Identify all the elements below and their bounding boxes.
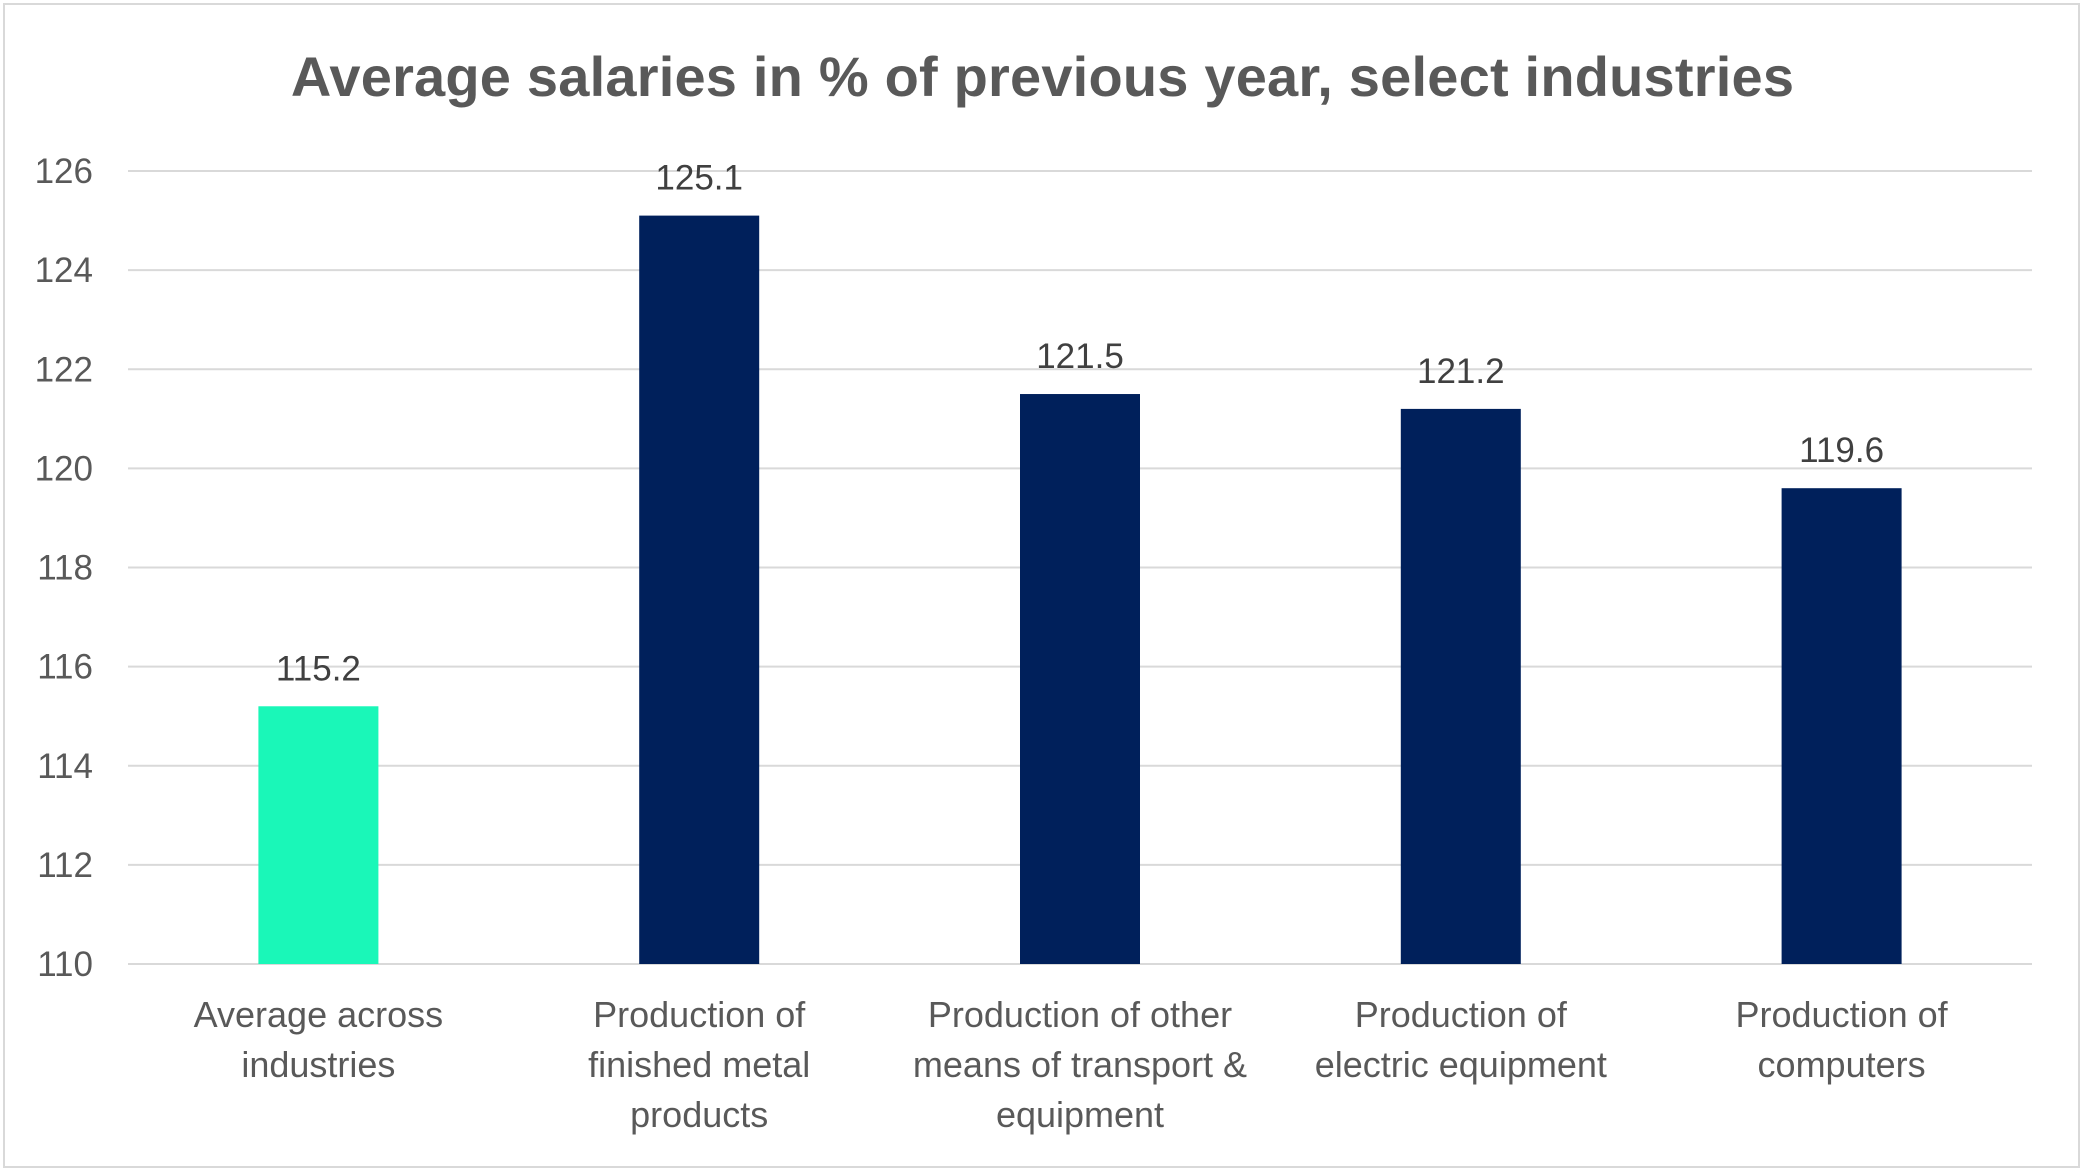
y-tick-label: 124: [35, 251, 93, 290]
data-label: 119.6: [1799, 431, 1884, 470]
y-tick-label: 110: [37, 945, 93, 984]
category-label: Production of finished metal products: [588, 994, 810, 1135]
y-tick-label: 118: [37, 549, 93, 588]
bar: [1400, 408, 1521, 964]
y-tick-label: 114: [37, 747, 93, 786]
y-tick-label: 112: [37, 846, 93, 885]
bar: [639, 215, 760, 964]
bar: [1781, 488, 1902, 964]
data-label: 121.5: [1036, 337, 1124, 376]
y-tick-label: 116: [37, 648, 93, 687]
category-label: Production of other means of transport & e…: [913, 994, 1247, 1135]
data-labels: 115.2 125.1 121.5 121.2 119.6: [276, 159, 1884, 689]
data-label: 121.2: [1417, 352, 1505, 391]
data-label: 115.2: [276, 649, 361, 688]
chart-title: Average salaries in % of previous year, …: [290, 45, 1795, 108]
category-labels: Average across industries Production of fin…: [194, 994, 1949, 1135]
data-label: 125.1: [655, 159, 743, 198]
category-label: Production of electric equipment: [1315, 994, 1607, 1085]
y-tick-label: 126: [35, 152, 93, 191]
y-tick-label: 120: [35, 449, 93, 488]
y-axis-tick-labels: 110 112 114 116 118 120 122 124 126: [35, 152, 93, 984]
bar: [1020, 394, 1140, 964]
bar: [258, 706, 379, 964]
bars: [258, 215, 1902, 964]
y-tick-label: 122: [35, 350, 93, 389]
category-label: Production of computers: [1736, 994, 1949, 1085]
category-label: Average across industries: [194, 994, 443, 1085]
